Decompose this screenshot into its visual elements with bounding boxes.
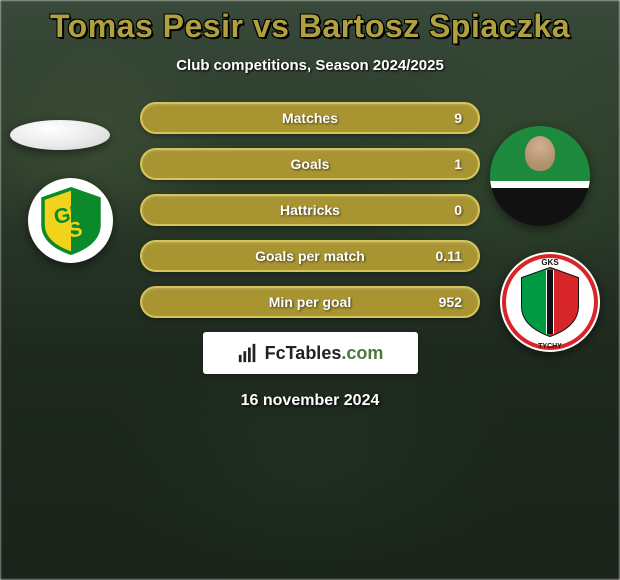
stat-label: Hattricks — [280, 202, 340, 218]
comparison-title: Tomas Pesir vs Bartosz Spiaczka — [0, 8, 620, 45]
stat-right-value: 0 — [432, 202, 462, 218]
stat-row-goals: Goals 1 — [140, 148, 480, 180]
stat-label: Min per goal — [269, 294, 351, 310]
stat-label: Goals — [291, 156, 330, 172]
brand-domain: .com — [341, 343, 383, 363]
date-text: 16 november 2024 — [0, 392, 620, 410]
stat-label: Goals per match — [255, 248, 365, 264]
stat-row-goals-per-match: Goals per match 0.11 — [140, 240, 480, 272]
brand-text: FcTables.com — [265, 343, 384, 364]
brand-name: FcTables — [265, 343, 342, 363]
bar-chart-icon — [237, 342, 259, 364]
stat-row-min-per-goal: Min per goal 952 — [140, 286, 480, 318]
stat-right-value: 1 — [432, 156, 462, 172]
stat-label: Matches — [282, 110, 338, 126]
season-subtitle: Club competitions, Season 2024/2025 — [0, 57, 620, 74]
stats-area: Matches 9 Goals 1 Hattricks 0 Goals per … — [0, 102, 620, 318]
stats-list: Matches 9 Goals 1 Hattricks 0 Goals per … — [140, 102, 480, 318]
stat-right-value: 9 — [432, 110, 462, 126]
stat-right-value: 952 — [432, 294, 462, 310]
stat-right-value: 0.11 — [432, 248, 462, 264]
stat-row-hattricks: Hattricks 0 — [140, 194, 480, 226]
content-root: Tomas Pesir vs Bartosz Spiaczka Club com… — [0, 0, 620, 580]
svg-text:TYCHY: TYCHY — [538, 343, 562, 350]
brand-banner: FcTables.com — [203, 332, 418, 374]
stat-row-matches: Matches 9 — [140, 102, 480, 134]
